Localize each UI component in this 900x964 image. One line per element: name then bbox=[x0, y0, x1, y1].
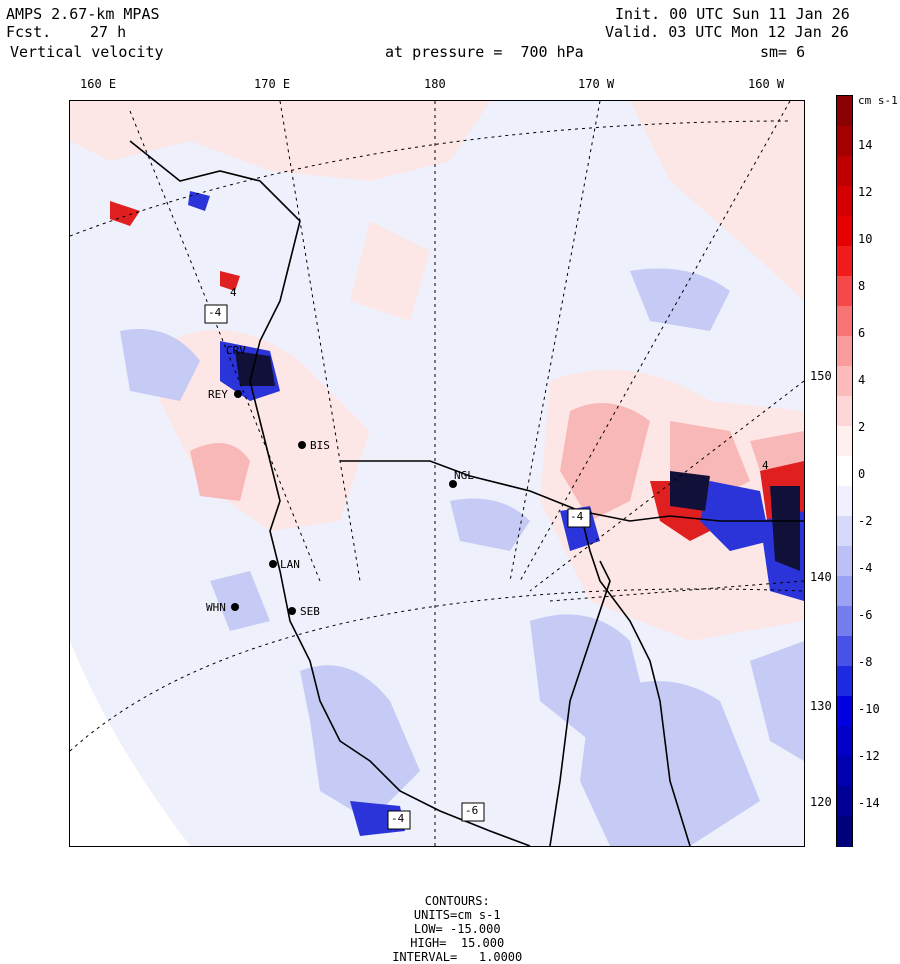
station-dot-rey bbox=[234, 390, 242, 398]
colorbar-segment bbox=[837, 456, 852, 487]
contour-label-5: -6 bbox=[465, 804, 479, 817]
station-dot-ngl bbox=[449, 480, 457, 488]
colorbar-tick-label: -2 bbox=[858, 514, 873, 528]
colorbar-segment bbox=[837, 306, 852, 337]
colorbar-tick-label: 0 bbox=[858, 467, 866, 481]
contour-label-6: 4 bbox=[230, 286, 237, 299]
contour-info: CONTOURS: UNITS=cm s-1 LOW= -15.000 HIGH… bbox=[0, 880, 900, 964]
colorbar-segment bbox=[837, 546, 852, 577]
colorbar-segment bbox=[837, 156, 852, 187]
colorbar bbox=[836, 95, 853, 847]
colorbar-segment bbox=[837, 516, 852, 547]
footer-low: LOW= -15.000 bbox=[413, 922, 501, 936]
colorbar-tick-label: -6 bbox=[858, 608, 873, 622]
footer-interval: INTERVAL= 1.0000 bbox=[392, 950, 523, 964]
lon-label-170e: 170 E bbox=[254, 77, 291, 91]
footer-high: HIGH= 15.000 bbox=[410, 936, 505, 950]
label-box-4 bbox=[567, 508, 591, 528]
contour-label-boxes bbox=[204, 304, 591, 830]
colorbar-segment bbox=[837, 426, 852, 457]
weak-negative-regions bbox=[120, 268, 804, 846]
forecast-label: Fcst. bbox=[6, 23, 52, 41]
footer-contours-label: CONTOURS: bbox=[424, 894, 490, 908]
colorbar-segment bbox=[837, 786, 852, 817]
colorbar-tick-label: 10 bbox=[858, 232, 873, 246]
station-label-ngl: NGL bbox=[454, 469, 474, 482]
colorbar-tick-label: -4 bbox=[858, 561, 873, 575]
colorbar-segment bbox=[837, 216, 852, 247]
colorbar-segment bbox=[837, 756, 852, 787]
station-dot-whn bbox=[231, 603, 239, 611]
colorbar-segment bbox=[837, 636, 852, 667]
station-dot-bis bbox=[298, 441, 306, 449]
station-label-whn: WHN bbox=[206, 601, 226, 614]
label-box-1 bbox=[204, 304, 228, 324]
field-name: Vertical velocity bbox=[10, 43, 164, 61]
forecast-hours: 27 h bbox=[90, 23, 127, 41]
label-box-2 bbox=[387, 810, 411, 830]
colorbar-tick-label: -12 bbox=[858, 749, 880, 763]
contour-label-1: -4 bbox=[208, 306, 222, 319]
colorbar-tick-label: 4 bbox=[858, 373, 866, 387]
map-canvas bbox=[70, 101, 804, 846]
station-label-lan: LAN bbox=[280, 558, 300, 571]
colorbar-tick-label: -10 bbox=[858, 702, 880, 716]
dense-contour-clusters bbox=[235, 351, 800, 571]
label-box-3 bbox=[461, 802, 485, 822]
colorbar-segment bbox=[837, 576, 852, 607]
station-label-rey: REY bbox=[208, 388, 228, 401]
colorbar-segment bbox=[837, 396, 852, 427]
positive-regions bbox=[190, 403, 804, 521]
colorbar-segment bbox=[837, 186, 852, 217]
colorbar-segment bbox=[837, 666, 852, 697]
colorbar-tick-label: 14 bbox=[858, 138, 873, 152]
contour-label-2: -4 bbox=[391, 812, 405, 825]
lon-label-180: 180 bbox=[424, 77, 446, 91]
valid-time: Valid. 03 UTC Mon 12 Jan 26 bbox=[605, 23, 849, 41]
vertical-velocity-map: CRV REY BIS NGL LAN WHN SEB -4 -4 -4 4 -… bbox=[69, 100, 805, 847]
station-dot-lan bbox=[269, 560, 277, 568]
colorbar-segment bbox=[837, 336, 852, 367]
colorbar-segment bbox=[837, 96, 852, 127]
model-title: AMPS 2.67-km MPAS bbox=[6, 5, 160, 23]
colorbar-tick-label: 6 bbox=[858, 326, 866, 340]
colorbar-segment bbox=[837, 606, 852, 637]
colorbar-segment bbox=[837, 816, 852, 847]
colorbar-units: cm s-1 bbox=[858, 94, 898, 107]
colorbar-segment bbox=[837, 126, 852, 157]
graticule bbox=[70, 101, 804, 846]
station-markers bbox=[231, 390, 457, 615]
colorbar-segment bbox=[837, 486, 852, 517]
colorbar-tick-label: -8 bbox=[858, 655, 873, 669]
colorbar-tick-label: 12 bbox=[858, 185, 873, 199]
colorbar-segment bbox=[837, 696, 852, 727]
contour-label-4: 4 bbox=[762, 459, 769, 472]
colorbar-segment bbox=[837, 276, 852, 307]
lon-label-170w: 170 W bbox=[578, 77, 615, 91]
station-label-bis: BIS bbox=[310, 439, 330, 452]
pressure-level: at pressure = 700 hPa bbox=[385, 43, 584, 61]
colorbar-tick-label: -14 bbox=[858, 796, 880, 810]
smoothing-value: sm= 6 bbox=[760, 43, 806, 61]
coastline bbox=[129, 140, 804, 846]
init-time: Init. 00 UTC Sun 11 Jan 26 bbox=[615, 5, 850, 23]
contour-label-3: -4 bbox=[570, 510, 584, 523]
colorbar-segment bbox=[837, 366, 852, 397]
lon-label-160e: 160 E bbox=[80, 77, 117, 91]
outside-domain bbox=[70, 641, 190, 846]
station-label-crv: CRV bbox=[226, 344, 246, 357]
station-label-seb: SEB bbox=[300, 605, 320, 618]
colorbar-segment bbox=[837, 246, 852, 277]
footer-units: UNITS=cm s-1 bbox=[413, 908, 501, 922]
colorbar-segment bbox=[837, 726, 852, 757]
station-dot-seb bbox=[288, 607, 296, 615]
colorbar-tick-label: 8 bbox=[858, 279, 866, 293]
lon-label-160w: 160 W bbox=[748, 77, 785, 91]
colorbar-tick-label: 2 bbox=[858, 420, 866, 434]
